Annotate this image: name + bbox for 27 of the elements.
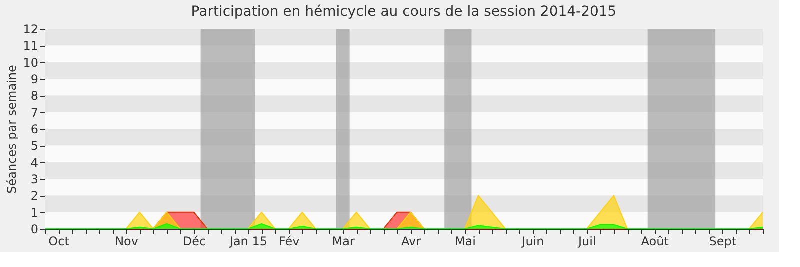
y-tick-label: 4 [30,156,38,170]
y-tick-label: 1 [30,206,38,220]
y-tick-label: 7 [30,106,38,120]
x-tick-label: Août [641,234,670,248]
y-tick-label: 8 [30,89,38,104]
x-tick-label: Déc [182,234,206,248]
y-tick-label: 0 [30,222,38,236]
x-tick-label: Mar [332,234,355,248]
x-tick-label: Nov [115,234,138,248]
x-tick-label: Sept [709,234,737,248]
y-tick-label: 2 [30,189,38,204]
x-tick-label: Juil [577,234,596,248]
chart-title: Participation en hémicycle au cours de la session 2014-2015 [191,4,617,20]
y-tick-label: 3 [30,172,38,186]
y-tick-label: 12 [23,22,38,36]
y-tick-label: 10 [23,56,38,70]
y-tick-label: 6 [30,122,38,136]
x-tick-label: Oct [48,234,70,248]
x-tick-label: Juin [521,234,544,248]
x-tick-label: Avr [402,234,422,248]
y-axis-title: Séances par semaine [5,65,20,194]
y-tick-label: 5 [30,139,38,154]
x-tick-label: Mai [454,234,476,248]
x-tick-label: Fév [278,234,300,248]
x-tick-label: Jan 15 [228,234,268,248]
y-tick-label: 11 [23,39,38,54]
y-tick-label: 9 [30,72,38,86]
